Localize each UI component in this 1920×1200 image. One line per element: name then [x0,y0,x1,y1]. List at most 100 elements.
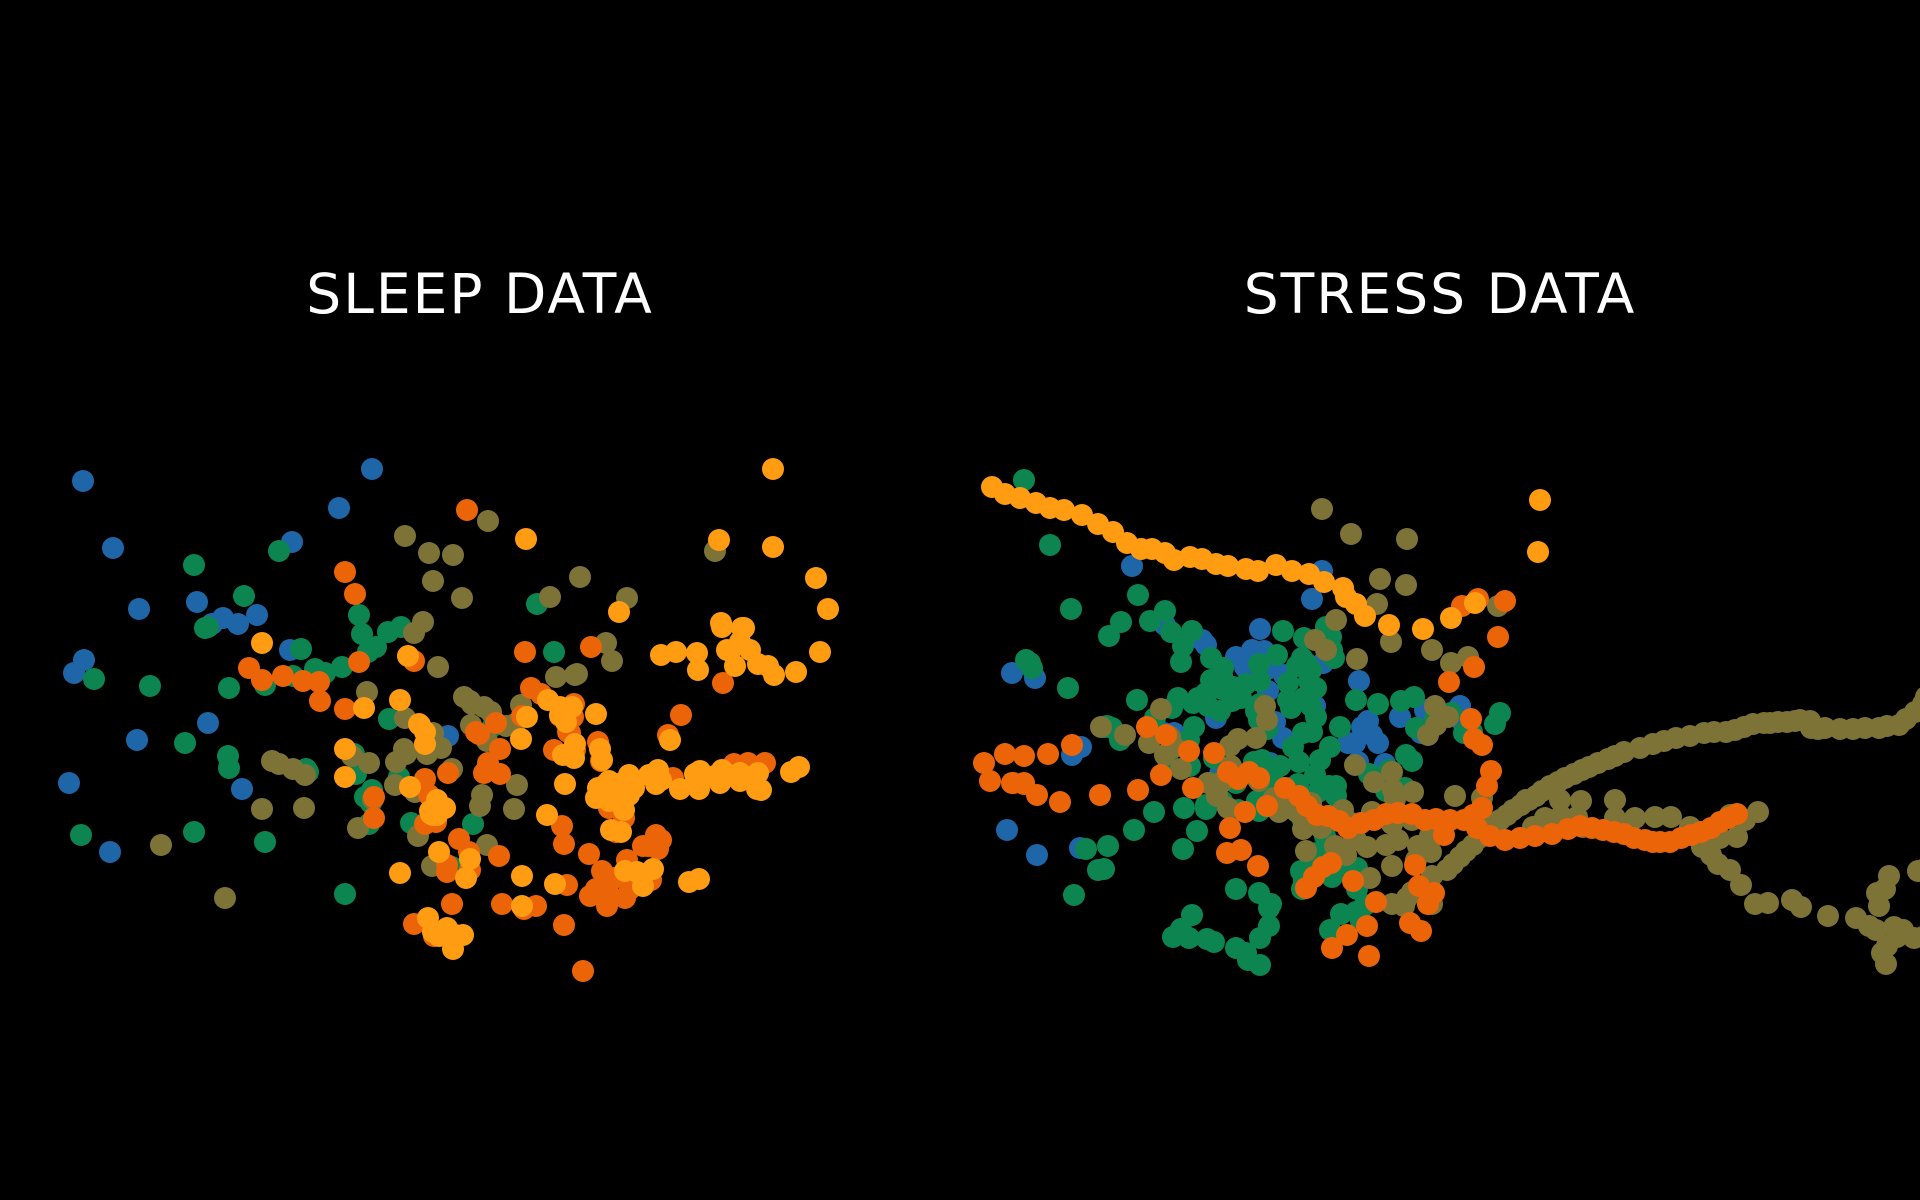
sleep-point-amber [716,639,738,661]
stress-point-blue [1348,670,1370,692]
stress-point-olive [1865,919,1887,941]
sleep-point-olive [503,798,525,820]
stress-point-olive [1624,807,1646,829]
sleep-point-amber [750,779,772,801]
stress-point-orange [1219,817,1241,839]
sleep-point-olive [395,743,417,765]
sleep-point-amber [554,773,576,795]
stress-point-amber [981,476,1003,498]
stress-point-green [1186,820,1208,842]
stress-point-olive [1227,728,1249,750]
stress-point-green [1039,534,1061,556]
sleep-point-orange [308,671,330,693]
stress-point-orange [1150,764,1172,786]
sleep-point-blue [63,662,85,684]
stress-point-green [1489,702,1511,724]
stress-point-blue [1357,710,1379,732]
stress-point-olive [1340,523,1362,545]
stress-point-olive [1730,874,1752,896]
stress-point-amber [1332,577,1354,599]
stress-point-green [1258,897,1280,919]
stress-point-orange [1417,893,1439,915]
sleep-point-green [268,540,290,562]
stress-point-green [1319,919,1341,941]
sleep-point-olive [451,587,473,609]
sleep-point-amber [397,645,419,667]
stress-point-green [1249,670,1271,692]
sleep-point-orange [553,914,575,936]
stress-point-amber [1298,563,1320,585]
sleep-point-olive [569,566,591,588]
stress-point-orange [1365,891,1387,913]
stress-point-orange [994,743,1016,765]
stress-point-orange [1487,626,1509,648]
stress-point-green [1097,835,1119,857]
sleep-point-orange [596,895,618,917]
sleep-point-orange [553,833,575,855]
stress-point-green [1390,690,1412,712]
sleep-point-olive [150,834,172,856]
sleep-point-green [331,656,353,678]
sleep-point-amber [780,761,802,783]
stress-point-orange [1410,920,1432,942]
stress-scatter-plot [973,469,1920,976]
sleep-point-olive [347,817,369,839]
stress-point-orange [1001,772,1023,794]
stress-point-blue [1001,662,1023,684]
stress-point-green [1305,706,1327,728]
stress-point-orange [1248,767,1270,789]
sleep-point-amber [747,653,769,675]
stress-chart-panel: STRESS DATA [960,0,1920,1200]
stress-point-orange [1178,740,1200,762]
sleep-point-green [334,883,356,905]
stress-point-green [1063,884,1085,906]
stress-point-olive [1090,716,1112,738]
stress-point-green [1162,926,1184,948]
sleep-point-amber [809,641,831,663]
sleep-point-olive [394,525,416,547]
stress-point-green [1075,838,1097,860]
sleep-point-orange [489,738,511,760]
sleep-point-amber [678,871,700,893]
sleep-point-green [70,824,92,846]
stress-point-amber [1378,614,1400,636]
stress-point-olive [1393,895,1415,917]
stress-point-amber [1087,513,1109,535]
stress-point-green [1249,927,1271,949]
sleep-point-amber [688,778,710,800]
sleep-point-amber [747,762,769,784]
sleep-point-orange [491,893,513,915]
stress-point-green [1345,689,1367,711]
stress-point-green [1172,635,1194,657]
sleep-point-olive [539,586,561,608]
stress-point-olive [1892,919,1914,941]
stress-point-orange [1336,924,1358,946]
stress-point-orange [1247,855,1269,877]
stress-point-olive [1154,744,1176,766]
sleep-point-green [378,708,400,730]
stress-point-olive [1206,785,1228,807]
stress-point-green [1015,649,1037,671]
stress-point-olive [1150,698,1172,720]
sleep-point-amber [428,925,450,947]
stress-point-orange [1358,945,1380,967]
sleep-point-amber [591,749,613,771]
sleep-point-amber [817,598,839,620]
sleep-point-orange [436,861,458,883]
sleep-point-amber [689,760,711,782]
stress-point-green [1304,764,1326,786]
stress-point-olive [1245,727,1267,749]
sleep-point-blue [102,537,124,559]
stress-point-olive [1381,855,1403,877]
sleep-point-green [290,638,312,660]
stress-point-orange [1013,745,1035,767]
sleep-point-blue [328,497,350,519]
stress-point-blue [1121,555,1143,577]
stress-point-orange [1089,784,1111,806]
sleep-point-amber [334,738,356,760]
stress-point-orange [1494,590,1516,612]
stress-point-green [1269,755,1291,777]
sleep-point-blue [246,604,268,626]
stress-point-orange [1356,915,1378,937]
sleep-point-olive [251,798,273,820]
